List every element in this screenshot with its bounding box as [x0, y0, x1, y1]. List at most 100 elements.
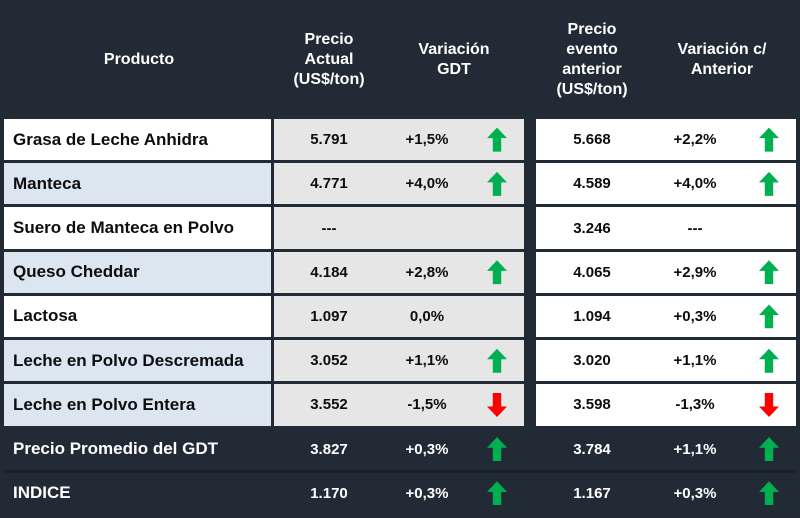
current-price-cell: 3.052	[274, 340, 384, 382]
gdt-variation-arrow-cell	[470, 295, 524, 338]
summary-row-indice: INDICE 1.170 +0,3% 1.167 +0,3%	[4, 469, 796, 514]
previous-variation-arrow-cell	[742, 251, 796, 293]
header-precio-anterior: Precio evento anterior (US$/ton)	[536, 4, 648, 116]
current-price-cell: 5.791	[274, 119, 384, 161]
previous-variation-cell: +4,0%	[648, 163, 742, 205]
header-precio-actual: Precio Actual (US$/ton)	[274, 4, 384, 116]
header-producto: Producto	[4, 4, 274, 116]
gdt-variation-cell: -1,5%	[384, 384, 470, 426]
table-row: Grasa de Leche Anhidra 5.791 +1,5% 5.668…	[4, 116, 796, 161]
column-separator	[524, 295, 536, 338]
current-price-cell: ---	[274, 207, 384, 249]
summary-row-promedio: Precio Promedio del GDT 3.827 +0,3% 3.78…	[4, 425, 796, 470]
column-separator	[524, 384, 536, 426]
previous-variation-arrow-cell	[742, 207, 796, 249]
gdt-variation-cell: +2,8%	[384, 251, 470, 293]
product-name-cell: Leche en Polvo Entera	[4, 384, 274, 426]
previous-variation-cell: +0,3%	[648, 472, 742, 514]
previous-price-cell: 4.589	[536, 163, 648, 205]
table-row: Queso Cheddar 4.184 +2,8% 4.065 +2,9%	[4, 248, 796, 293]
trend-arrow-icon	[487, 260, 507, 285]
trend-arrow-icon	[759, 304, 779, 329]
previous-variation-cell: +2,9%	[648, 251, 742, 293]
product-name-cell: Suero de Manteca en Polvo	[4, 207, 274, 249]
trend-arrow-icon	[759, 260, 779, 285]
previous-variation-cell: +1,1%	[648, 340, 742, 382]
gdt-variation-arrow-cell	[470, 119, 524, 161]
trend-arrow-icon	[487, 348, 507, 373]
product-name-cell: Lactosa	[4, 295, 274, 338]
current-price-cell: 4.771	[274, 163, 384, 205]
previous-price-cell: 3.784	[536, 428, 648, 470]
gdt-variation-arrow-cell	[470, 251, 524, 293]
previous-price-cell: 5.668	[536, 119, 648, 161]
gdt-variation-arrow-cell	[470, 428, 524, 470]
trend-arrow-icon	[487, 481, 507, 506]
previous-variation-cell: +2,2%	[648, 119, 742, 161]
previous-variation-arrow-cell	[742, 472, 796, 514]
header-row: Producto Precio Actual (US$/ton) Variaci…	[4, 4, 796, 116]
gdt-variation-arrow-cell	[470, 384, 524, 426]
gdt-variation-arrow-cell	[470, 472, 524, 514]
current-price-cell: 4.184	[274, 251, 384, 293]
column-separator	[524, 119, 536, 161]
previous-variation-arrow-cell	[742, 384, 796, 426]
gdt-variation-arrow-cell	[470, 163, 524, 205]
gdt-variation-arrow-cell	[470, 207, 524, 249]
gdt-variation-cell: +0,3%	[384, 472, 470, 514]
column-separator	[524, 472, 536, 514]
product-name-cell: Precio Promedio del GDT	[4, 428, 274, 470]
header-variacion-gdt: Variación GDT	[384, 4, 524, 116]
column-separator	[524, 251, 536, 293]
gdt-variation-cell: +1,5%	[384, 119, 470, 161]
product-name-cell: Queso Cheddar	[4, 251, 274, 293]
gdt-variation-arrow-cell	[470, 340, 524, 382]
product-name-cell: Grasa de Leche Anhidra	[4, 119, 274, 161]
gdt-variation-cell	[384, 207, 470, 249]
previous-price-cell: 1.167	[536, 472, 648, 514]
gdt-variation-cell: +0,3%	[384, 428, 470, 470]
trend-arrow-icon	[759, 171, 779, 196]
previous-variation-cell: +0,3%	[648, 295, 742, 338]
trend-arrow-icon	[759, 348, 779, 373]
trend-arrow-icon	[759, 393, 779, 417]
previous-price-cell: 3.246	[536, 207, 648, 249]
previous-price-cell: 3.598	[536, 384, 648, 426]
table-row: Lactosa 1.097 0,0% 1.094 +0,3%	[4, 292, 796, 338]
header-variacion-anterior: Variación c/ Anterior	[648, 4, 796, 116]
trend-arrow-icon	[487, 171, 507, 196]
previous-variation-cell: ---	[648, 207, 742, 249]
previous-variation-arrow-cell	[742, 340, 796, 382]
previous-price-cell: 4.065	[536, 251, 648, 293]
previous-price-cell: 3.020	[536, 340, 648, 382]
current-price-cell: 1.097	[274, 295, 384, 338]
gdt-variation-cell: 0,0%	[384, 295, 470, 338]
previous-variation-cell: -1,3%	[648, 384, 742, 426]
previous-variation-arrow-cell	[742, 295, 796, 338]
column-separator	[524, 163, 536, 205]
previous-variation-cell: +1,1%	[648, 428, 742, 470]
current-price-cell: 3.827	[274, 428, 384, 470]
previous-variation-arrow-cell	[742, 119, 796, 161]
product-name-cell: Leche en Polvo Descremada	[4, 340, 274, 382]
column-separator	[524, 207, 536, 249]
table-row: Leche en Polvo Entera 3.552 -1,5% 3.598 …	[4, 381, 796, 426]
trend-arrow-icon	[759, 437, 779, 462]
trend-arrow-icon	[487, 127, 507, 152]
product-name-cell: Manteca	[4, 163, 274, 205]
trend-arrow-icon	[487, 437, 507, 462]
column-separator	[524, 428, 536, 470]
previous-price-cell: 1.094	[536, 295, 648, 338]
product-name-cell: INDICE	[4, 472, 274, 514]
gdt-variation-cell: +4,0%	[384, 163, 470, 205]
column-separator	[524, 340, 536, 382]
previous-variation-arrow-cell	[742, 428, 796, 470]
table-row: Leche en Polvo Descremada 3.052 +1,1% 3.…	[4, 337, 796, 382]
trend-arrow-icon	[759, 481, 779, 506]
gdt-variation-cell: +1,1%	[384, 340, 470, 382]
trend-arrow-icon	[759, 127, 779, 152]
current-price-cell: 1.170	[274, 472, 384, 514]
trend-arrow-icon	[487, 393, 507, 417]
previous-variation-arrow-cell	[742, 163, 796, 205]
